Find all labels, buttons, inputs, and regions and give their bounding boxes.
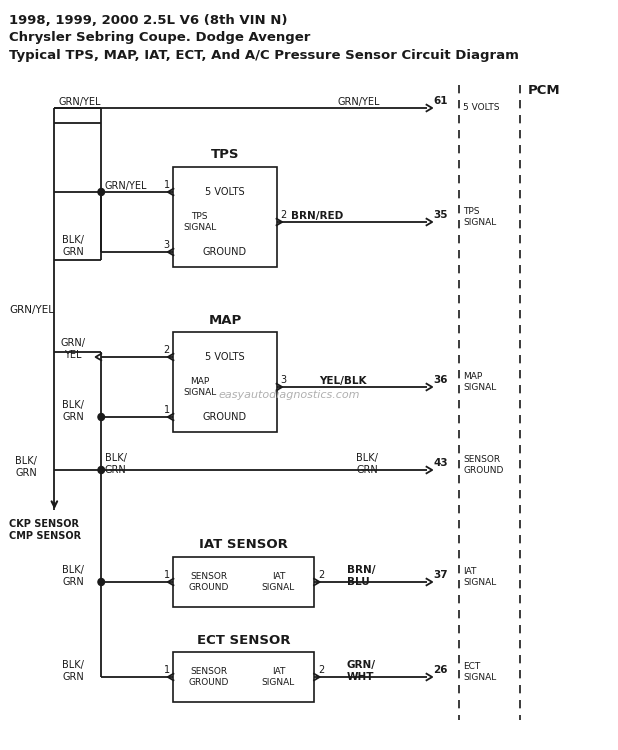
Text: TPS
SIGNAL: TPS SIGNAL xyxy=(183,212,216,232)
Text: 3: 3 xyxy=(281,375,286,385)
Text: 35: 35 xyxy=(433,210,447,220)
Text: 37: 37 xyxy=(433,570,447,580)
Text: IAT
SIGNAL: IAT SIGNAL xyxy=(262,572,295,592)
Bar xyxy=(174,332,276,432)
Text: 2: 2 xyxy=(281,210,287,220)
Text: 61: 61 xyxy=(433,96,447,106)
Text: SENSOR
GROUND: SENSOR GROUND xyxy=(463,455,504,475)
Text: 36: 36 xyxy=(433,375,447,385)
Text: BLK/
GRN: BLK/ GRN xyxy=(105,453,127,475)
Text: GRN/
YEL: GRN/ YEL xyxy=(61,338,86,360)
Text: GRN/YEL: GRN/YEL xyxy=(105,181,148,191)
Text: BLK/
GRN: BLK/ GRN xyxy=(356,453,378,475)
Bar xyxy=(174,167,276,267)
Text: 3: 3 xyxy=(164,240,170,250)
Text: GRN/YEL: GRN/YEL xyxy=(9,305,54,315)
Text: 5 VOLTS: 5 VOLTS xyxy=(205,187,245,197)
Bar xyxy=(174,652,314,702)
Text: TPS
SIGNAL: TPS SIGNAL xyxy=(463,207,496,226)
Text: 5 VOLTS: 5 VOLTS xyxy=(463,104,499,112)
Text: 1: 1 xyxy=(164,665,170,675)
Text: IAT SENSOR: IAT SENSOR xyxy=(199,538,288,551)
Circle shape xyxy=(98,466,104,473)
Text: Typical TPS, MAP, IAT, ECT, And A/C Pressure Sensor Circuit Diagram: Typical TPS, MAP, IAT, ECT, And A/C Pres… xyxy=(9,50,519,62)
Text: 26: 26 xyxy=(433,665,447,675)
Text: easyautodiagnostics.com: easyautodiagnostics.com xyxy=(219,390,360,400)
Text: 1: 1 xyxy=(164,405,170,415)
Text: GROUND: GROUND xyxy=(203,412,247,422)
Text: PCM: PCM xyxy=(528,83,561,97)
Text: YEL/BLK: YEL/BLK xyxy=(319,376,366,386)
Text: BLK/
GRN: BLK/ GRN xyxy=(62,660,84,682)
Text: MAP
SIGNAL: MAP SIGNAL xyxy=(463,372,496,392)
Text: Chrysler Sebring Coupe. Dodge Avenger: Chrysler Sebring Coupe. Dodge Avenger xyxy=(9,32,311,44)
Text: GROUND: GROUND xyxy=(203,247,247,257)
Circle shape xyxy=(98,578,104,586)
Text: MAP
SIGNAL: MAP SIGNAL xyxy=(183,377,216,397)
Bar xyxy=(174,557,314,607)
Circle shape xyxy=(98,413,104,421)
Text: 1998, 1999, 2000 2.5L V6 (8th VIN N): 1998, 1999, 2000 2.5L V6 (8th VIN N) xyxy=(9,13,288,26)
Text: GRN/
WHT: GRN/ WHT xyxy=(347,660,376,682)
Text: BRN/RED: BRN/RED xyxy=(290,211,343,221)
Text: 2: 2 xyxy=(163,345,170,355)
Text: 43: 43 xyxy=(433,458,447,468)
Text: 2: 2 xyxy=(318,570,324,580)
Text: MAP: MAP xyxy=(208,314,242,326)
Text: BLK/
GRN: BLK/ GRN xyxy=(15,456,37,478)
Text: BLK/
GRN: BLK/ GRN xyxy=(62,566,84,586)
Text: IAT
SIGNAL: IAT SIGNAL xyxy=(262,668,295,687)
Text: 1: 1 xyxy=(164,180,170,190)
Text: SENSOR
GROUND: SENSOR GROUND xyxy=(189,572,229,592)
Text: BRN/
BLU: BRN/ BLU xyxy=(347,566,375,586)
Circle shape xyxy=(98,188,104,196)
Text: GRN/YEL: GRN/YEL xyxy=(58,97,101,107)
Text: IAT
SIGNAL: IAT SIGNAL xyxy=(463,567,496,586)
Text: ECT SENSOR: ECT SENSOR xyxy=(197,634,290,646)
Text: CKP SENSOR
CMP SENSOR: CKP SENSOR CMP SENSOR xyxy=(9,519,82,541)
Text: TPS: TPS xyxy=(211,148,239,161)
Text: BLK/
GRN: BLK/ GRN xyxy=(62,236,84,256)
Text: BLK/
GRN: BLK/ GRN xyxy=(62,400,84,422)
Text: ECT
SIGNAL: ECT SIGNAL xyxy=(463,662,496,682)
Text: SENSOR
GROUND: SENSOR GROUND xyxy=(189,668,229,687)
Text: 1: 1 xyxy=(164,570,170,580)
Text: 2: 2 xyxy=(318,665,324,675)
Text: GRN/YEL: GRN/YEL xyxy=(337,97,380,107)
Text: 5 VOLTS: 5 VOLTS xyxy=(205,352,245,362)
